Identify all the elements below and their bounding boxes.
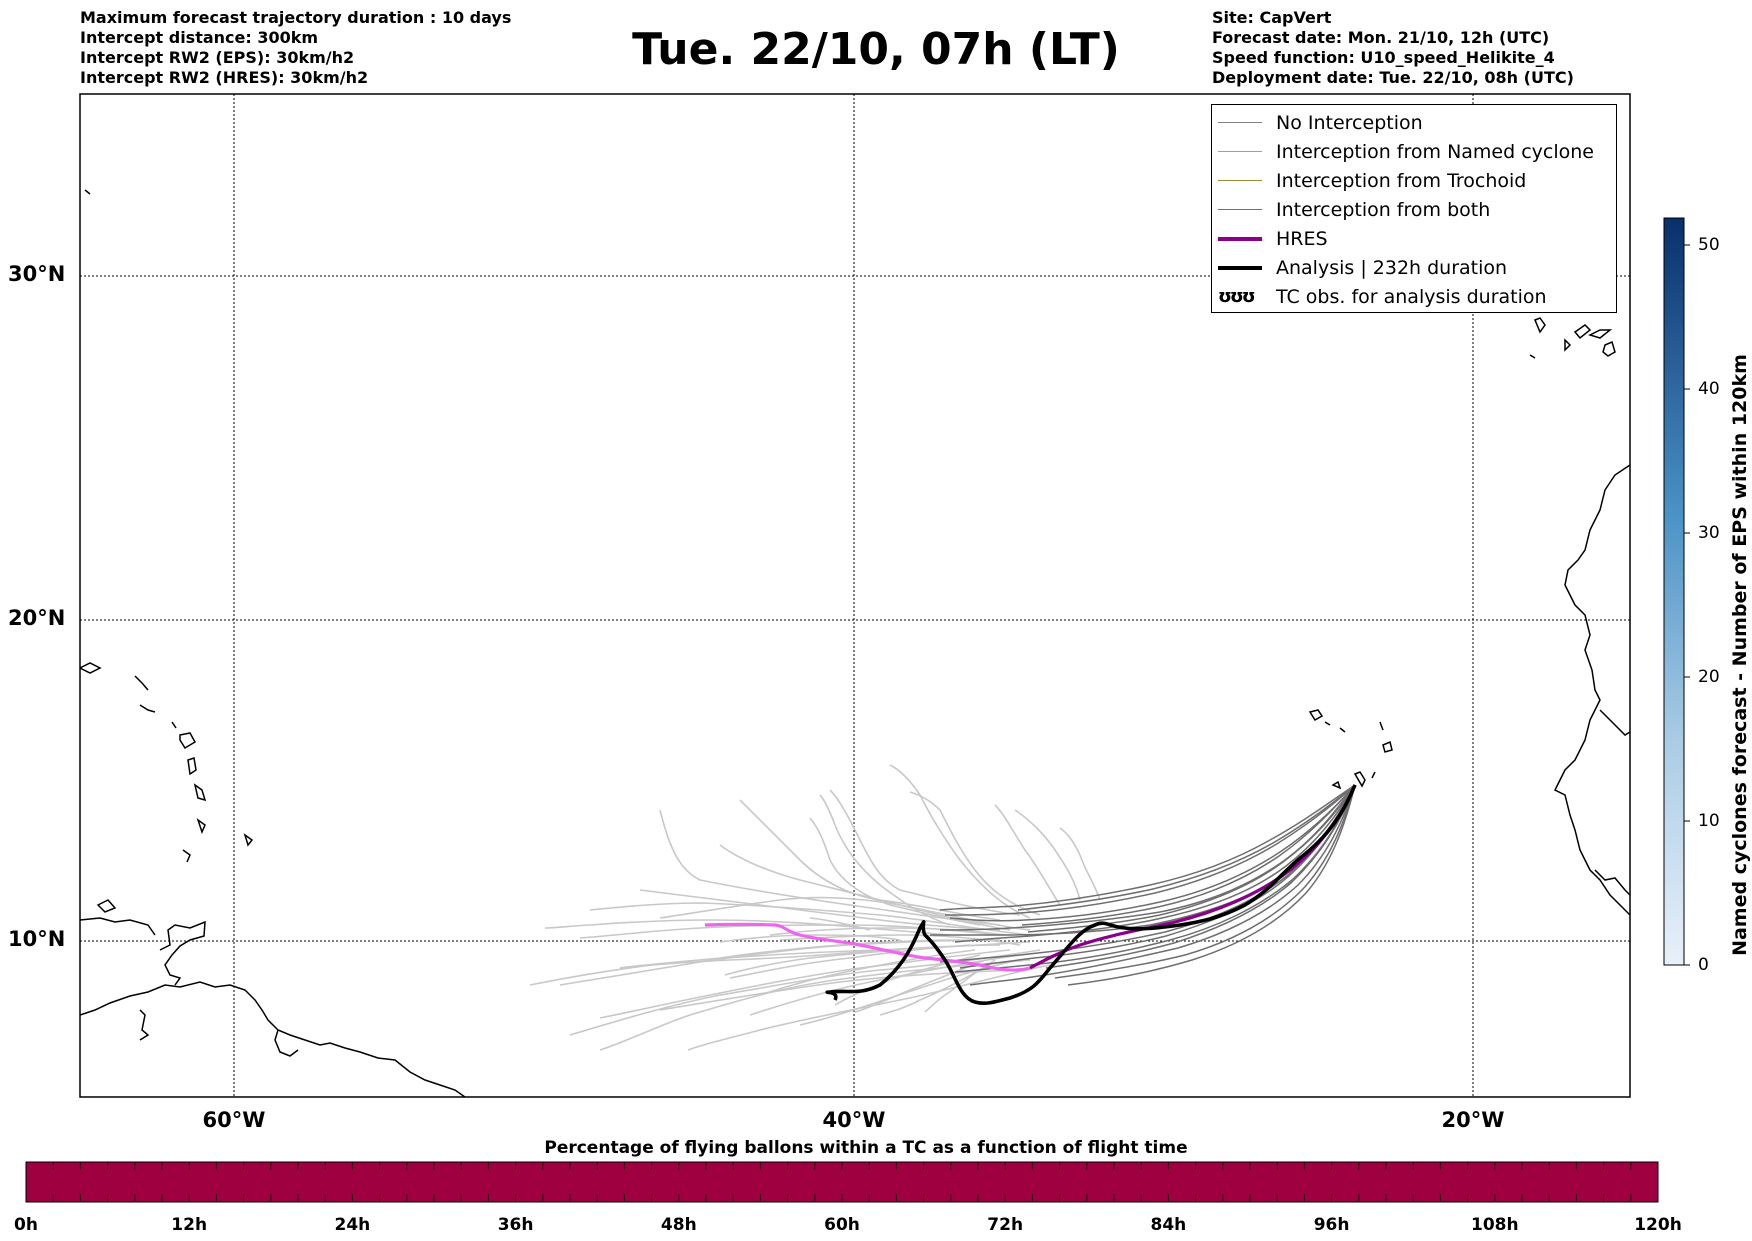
intercept-eps-text: Intercept RW2 (EPS): 30km/h2 <box>80 48 355 67</box>
intercept-hres-text: Intercept RW2 (HRES): 30km/h2 <box>80 68 369 87</box>
lat-label-10n: 10°N <box>8 927 66 951</box>
colorbar-tick-label: 30 <box>1698 523 1720 543</box>
flight-time-tick-label: 48h <box>660 1215 697 1235</box>
colorbar-label: Named cyclones forecast - Number of EPS … <box>1729 354 1751 956</box>
flight-time-tick-label: 84h <box>1150 1215 1187 1235</box>
flight-time-bar-ticks <box>52 1162 1632 1202</box>
analysis-trajectory <box>825 784 1357 1006</box>
legend-label: No Interception <box>1276 111 1423 134</box>
lat-label-20n: 20°N <box>8 606 66 630</box>
deployment-date-text: Deployment date: Tue. 22/10, 08h (UTC) <box>1212 68 1574 87</box>
legend-swatch <box>1218 209 1262 210</box>
legend-label: TC obs. for analysis duration <box>1276 285 1547 308</box>
legend-swatch <box>1218 122 1262 123</box>
flight-time-tick-label: 24h <box>334 1215 371 1235</box>
grid <box>80 94 1630 1097</box>
max-duration-text: Maximum forecast trajectory duration : 1… <box>80 8 512 27</box>
page-title: Tue. 22/10, 07h (LT) <box>632 24 1120 75</box>
flight-time-bar-title: Percentage of flying ballons within a TC… <box>544 1138 1188 1158</box>
legend-item: Analysis | 232h duration <box>1212 253 1616 282</box>
colorbar-tick-label: 0 <box>1698 955 1709 975</box>
flight-time-tick-label: 108h <box>1471 1215 1519 1235</box>
hres-trajectory-late <box>704 922 1031 972</box>
colorbar <box>1663 217 1685 966</box>
legend-item: Interception from Named cyclone <box>1212 137 1616 166</box>
header-right-info: Site: CapVert Forecast date: Mon. 21/10,… <box>1212 8 1574 88</box>
colorbar-tick-label: 20 <box>1698 667 1720 687</box>
legend-label: HRES <box>1276 227 1328 250</box>
colorbar-ticks <box>1684 244 1690 966</box>
legend-swatch <box>1218 151 1262 152</box>
intercept-distance-text: Intercept distance: 300km <box>80 28 319 47</box>
speed-function-text: Speed function: U10_speed_Helikite_4 <box>1212 48 1555 67</box>
lat-label-30n: 30°N <box>8 262 66 286</box>
lon-label-40w: 40°W <box>822 1108 886 1132</box>
site-text: Site: CapVert <box>1212 8 1332 27</box>
header-left-info: Maximum forecast trajectory duration : 1… <box>80 8 511 88</box>
legend-label: Interception from both <box>1276 198 1491 221</box>
legend-label: Analysis | 232h duration <box>1276 256 1508 279</box>
legend-item: Interception from both <box>1212 195 1616 224</box>
flight-time-tick-label: 36h <box>497 1215 534 1235</box>
legend-item: ʊʊʊ TC obs. for analysis duration <box>1212 282 1616 311</box>
legend-item: No Interception <box>1212 108 1616 137</box>
flight-time-tick-label: 0h <box>14 1215 38 1235</box>
flight-time-tick-label: 72h <box>987 1215 1024 1235</box>
colorbar-tick-label: 10 <box>1698 811 1720 831</box>
legend-swatch <box>1218 236 1262 241</box>
legend-item: Interception from Trochoid <box>1212 166 1616 195</box>
colorbar-tick-label: 50 <box>1698 235 1720 255</box>
legend-swatch <box>1218 180 1262 181</box>
lon-label-60w: 60°W <box>202 1108 266 1132</box>
forecast-date-text: Forecast date: Mon. 21/10, 12h (UTC) <box>1212 28 1550 47</box>
lon-label-20w: 20°W <box>1441 1108 1505 1132</box>
flight-time-tick-label: 96h <box>1313 1215 1350 1235</box>
legend: No Interception Interception from Named … <box>1211 104 1617 313</box>
colorbar-tick-label: 40 <box>1698 379 1720 399</box>
flight-time-tick-label: 60h <box>824 1215 860 1235</box>
legend-swatch <box>1218 265 1262 270</box>
eps-trajectories-late <box>529 764 1101 1051</box>
tc-symbol-icon: ʊʊʊ <box>1218 286 1256 307</box>
flight-time-tick-label: 12h <box>171 1215 208 1235</box>
legend-label: Interception from Trochoid <box>1276 169 1527 192</box>
legend-label: Interception from Named cyclone <box>1276 140 1594 163</box>
coastlines <box>80 189 1630 1097</box>
legend-item: HRES <box>1212 224 1616 253</box>
flight-time-tick-label: 120h <box>1634 1215 1682 1235</box>
